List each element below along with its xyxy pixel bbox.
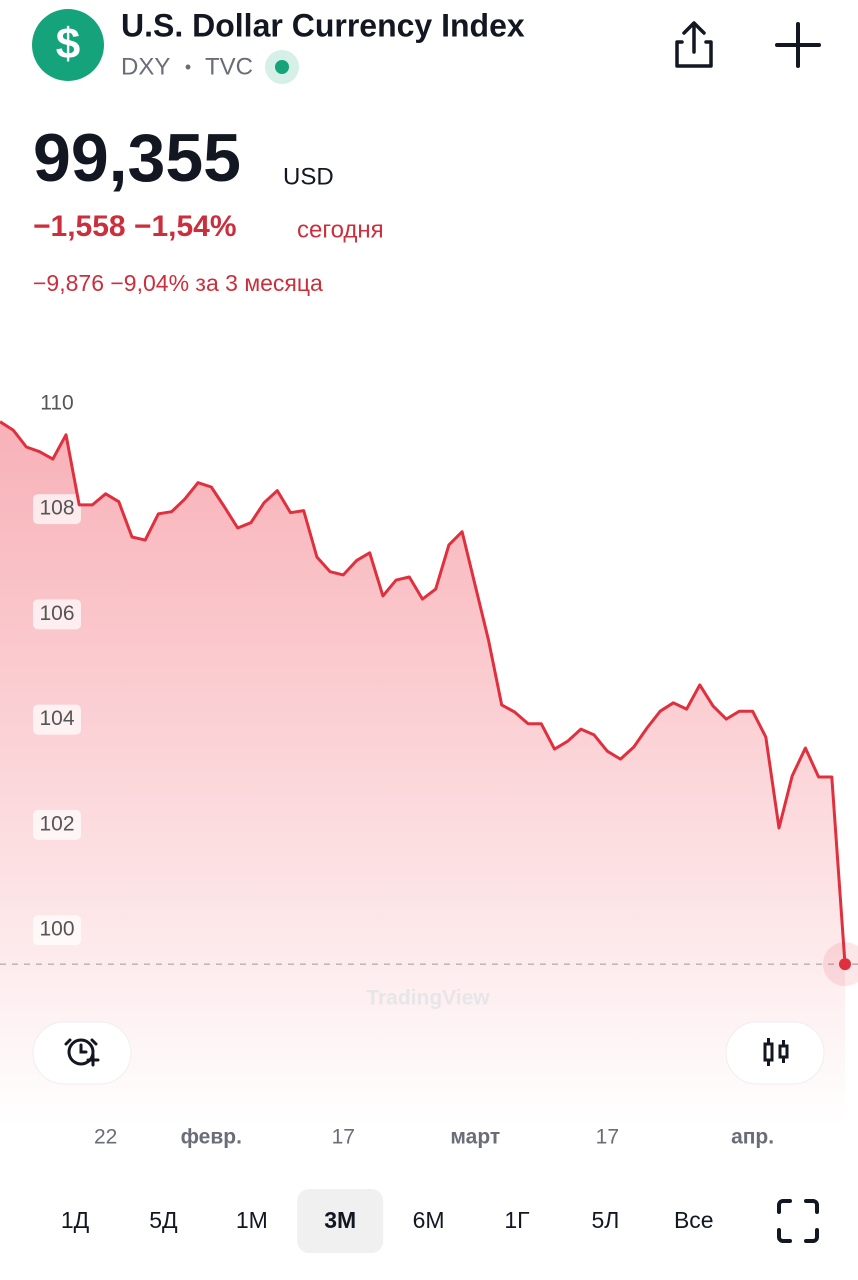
separator: • bbox=[185, 57, 191, 77]
range-button[interactable]: 1М bbox=[236, 1207, 268, 1233]
y-tick-label: 100 bbox=[39, 918, 74, 941]
y-tick-label: 102 bbox=[39, 812, 74, 835]
range-selected bbox=[297, 1189, 384, 1253]
y-tick-label: 106 bbox=[39, 602, 74, 625]
range-button[interactable]: 1Г bbox=[504, 1207, 530, 1233]
x-tick-label: 22 bbox=[94, 1126, 117, 1149]
currency: USD bbox=[283, 163, 334, 190]
title: U.S. Dollar Currency Index bbox=[121, 7, 525, 43]
market-status-dot bbox=[275, 60, 289, 74]
price: 99,355 bbox=[33, 120, 241, 196]
x-tick-label: 17 bbox=[596, 1126, 619, 1149]
y-tick-label: 108 bbox=[39, 497, 74, 520]
y-tick-bg bbox=[33, 809, 81, 840]
y-tick-bg bbox=[33, 494, 81, 525]
add-button[interactable] bbox=[775, 22, 821, 68]
change-period: −9,876 −9,04% за 3 месяца bbox=[33, 270, 323, 296]
today-label: сегодня bbox=[297, 216, 384, 243]
fullscreen-button[interactable] bbox=[777, 1199, 819, 1243]
exchange: TVC bbox=[205, 53, 253, 80]
y-tick-label: 104 bbox=[39, 707, 74, 730]
y-tick-bg bbox=[33, 388, 81, 419]
x-tick-label: февр. bbox=[181, 1126, 242, 1149]
range-button[interactable]: 5Л bbox=[591, 1207, 619, 1233]
chart-type-button[interactable] bbox=[725, 1021, 825, 1085]
price-line bbox=[0, 420, 847, 965]
y-tick-bg bbox=[33, 599, 81, 630]
icon-text: $ bbox=[56, 20, 80, 69]
y-tick-bg bbox=[33, 915, 81, 946]
x-tick-label: апр. bbox=[731, 1126, 774, 1149]
symbol-icon bbox=[32, 9, 104, 81]
range-button[interactable]: Все bbox=[674, 1207, 714, 1233]
chart: 100 102 104 106 108 110 22 февр. 17 март 17 апр. bbox=[0, 388, 858, 1149]
last-price-dot bbox=[839, 958, 851, 971]
y-tick-bg bbox=[33, 704, 81, 735]
watermark: TradingView bbox=[366, 987, 490, 1010]
share-button[interactable] bbox=[675, 21, 713, 68]
range-button[interactable]: 1Д bbox=[61, 1207, 90, 1233]
area-fill bbox=[0, 421, 845, 1125]
range-button[interactable]: 3М bbox=[324, 1207, 356, 1233]
range-bar: 1Д 5Д 1М 3М 6М 1Г 5Л Все bbox=[61, 1189, 714, 1253]
change-today: −1,558 −1,54% bbox=[33, 210, 237, 243]
x-tick-label: 17 bbox=[332, 1126, 355, 1149]
range-button[interactable]: 5Д bbox=[149, 1207, 178, 1233]
y-tick-label: 110 bbox=[40, 391, 73, 414]
symbol: DXY bbox=[121, 53, 170, 80]
range-button[interactable]: 6М bbox=[413, 1207, 445, 1233]
x-tick-label: март bbox=[450, 1126, 500, 1149]
alert-button[interactable] bbox=[32, 1021, 132, 1085]
